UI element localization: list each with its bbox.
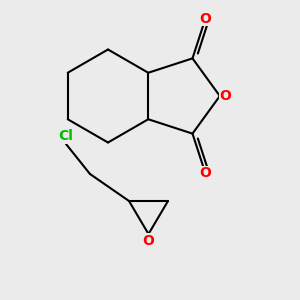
Text: O: O (200, 12, 211, 26)
Text: Cl: Cl (58, 130, 74, 143)
Text: O: O (142, 234, 154, 248)
Text: O: O (219, 89, 231, 103)
Text: O: O (200, 167, 211, 180)
